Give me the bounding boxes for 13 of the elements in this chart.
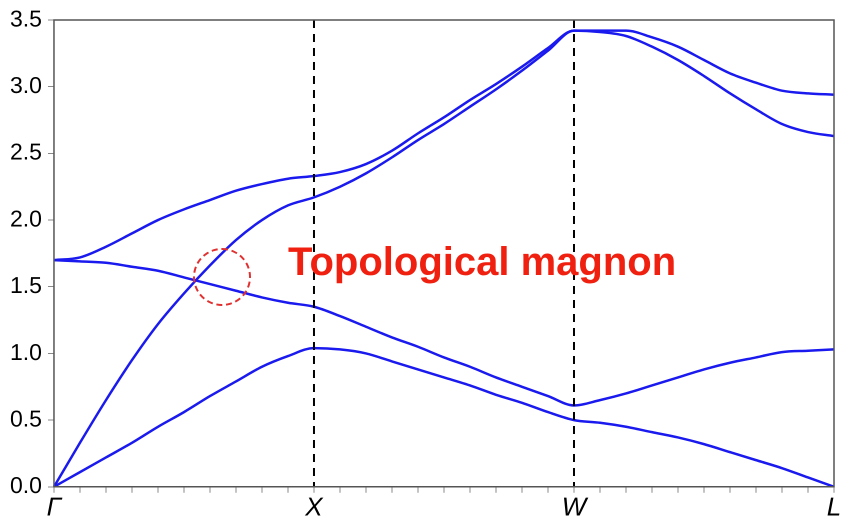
y-tick-label: 2.5 [10,138,42,165]
x-tick-label: X [304,492,324,522]
x-tick-label: L [826,492,842,522]
y-tick-label: 0.5 [10,405,42,432]
y-tick-label: 2.0 [10,205,42,232]
annotation: Topological magnon [288,240,676,285]
y-tick-label: 3.0 [10,72,42,98]
x-tick-label: Γ [46,492,63,522]
y-tick-label: 1.5 [10,272,42,298]
y-tick-label: 3.5 [10,5,42,32]
y-tick-label: 1.0 [10,338,42,365]
x-tick-label: W [562,492,589,522]
y-tick-label: 0.0 [10,472,42,498]
